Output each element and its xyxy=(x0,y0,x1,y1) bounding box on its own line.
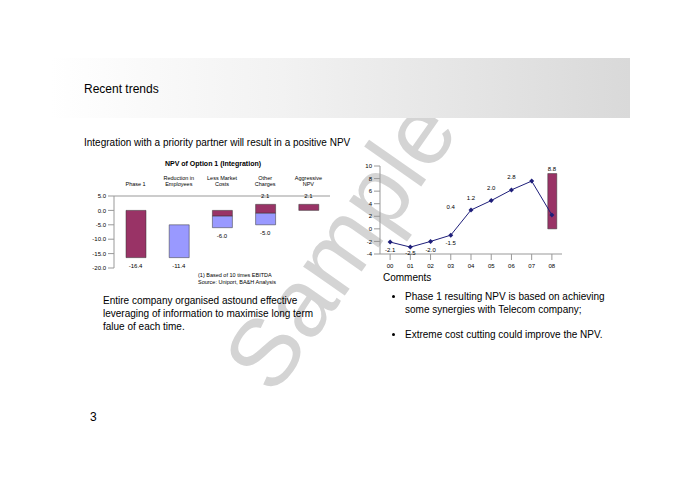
svg-text:OtherCharges: OtherCharges xyxy=(255,175,276,188)
svg-text:6: 6 xyxy=(369,188,373,194)
svg-text:5.0: 5.0 xyxy=(98,193,107,199)
svg-text:0.0: 0.0 xyxy=(98,208,107,214)
svg-text:00: 00 xyxy=(387,263,394,269)
svg-text:-5.0: -5.0 xyxy=(96,222,107,228)
svg-text:Reduction inEmployees: Reduction inEmployees xyxy=(164,175,195,188)
svg-text:-2: -2 xyxy=(367,239,373,245)
svg-text:0: 0 xyxy=(369,226,373,232)
svg-text:-11.4: -11.4 xyxy=(172,263,186,269)
svg-text:-1.5: -1.5 xyxy=(446,240,457,246)
svg-text:02: 02 xyxy=(427,263,434,269)
svg-text:03: 03 xyxy=(447,263,454,269)
svg-text:05: 05 xyxy=(488,263,495,269)
svg-text:-2.5: -2.5 xyxy=(405,250,416,256)
svg-text:-5.0: -5.0 xyxy=(260,230,271,236)
svg-text:10: 10 xyxy=(365,163,372,169)
svg-text:-6.0: -6.0 xyxy=(217,233,228,239)
svg-text:2: 2 xyxy=(369,213,373,219)
svg-text:4: 4 xyxy=(369,201,373,207)
svg-text:-16.4: -16.4 xyxy=(129,263,143,269)
svg-text:-4: -4 xyxy=(367,251,373,257)
svg-text:-10.0: -10.0 xyxy=(92,236,106,242)
svg-text:08: 08 xyxy=(549,263,556,269)
svg-text:1.2: 1.2 xyxy=(467,195,476,201)
svg-text:07: 07 xyxy=(528,263,535,269)
svg-text:04: 04 xyxy=(468,263,475,269)
svg-text:Phase 1: Phase 1 xyxy=(126,181,146,187)
svg-text:8: 8 xyxy=(369,176,373,182)
svg-text:2.1: 2.1 xyxy=(261,193,270,199)
svg-text:06: 06 xyxy=(508,263,515,269)
svg-text:2.8: 2.8 xyxy=(507,174,516,180)
svg-text:-2.0: -2.0 xyxy=(425,247,436,253)
svg-text:8.8: 8.8 xyxy=(548,166,557,172)
svg-text:-15.0: -15.0 xyxy=(92,251,106,257)
svg-text:0.4: 0.4 xyxy=(447,204,456,210)
svg-text:2.0: 2.0 xyxy=(487,185,496,191)
svg-text:-20.0: -20.0 xyxy=(92,265,106,271)
svg-text:-2.1: -2.1 xyxy=(385,247,396,253)
svg-text:AggressiveNPV: AggressiveNPV xyxy=(295,175,322,188)
svg-text:Less MarketCosts: Less MarketCosts xyxy=(207,175,237,188)
svg-text:01: 01 xyxy=(407,263,414,269)
svg-text:2.1: 2.1 xyxy=(304,193,313,199)
